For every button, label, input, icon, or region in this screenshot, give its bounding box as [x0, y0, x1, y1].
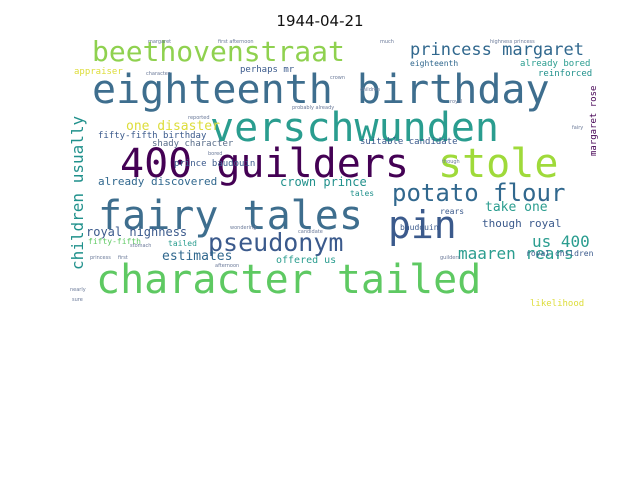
- word: beethovenstraat: [92, 36, 345, 68]
- word: one disaster: [126, 119, 220, 134]
- word: bored: [208, 151, 223, 157]
- word: margaret rose: [589, 85, 599, 156]
- word: though: [442, 159, 460, 165]
- word: first: [118, 255, 128, 261]
- word: prince baudouin: [174, 159, 256, 169]
- word: wondering: [230, 225, 257, 231]
- word-cloud: beethovenstraat eighteenth birthday vers…: [70, 36, 600, 306]
- word: suitable candidate: [360, 137, 458, 147]
- word: character: [146, 71, 170, 77]
- word: princess: [90, 255, 111, 261]
- word: appraiser: [74, 67, 123, 77]
- word: already discovered: [98, 175, 218, 188]
- word: royal children: [526, 249, 594, 258]
- word: potato flour: [392, 179, 566, 207]
- word: tailed: [168, 239, 197, 248]
- word: fairy: [572, 125, 584, 131]
- word: reinforced: [538, 69, 593, 79]
- word: children: [360, 87, 381, 93]
- word: pseudonym: [208, 228, 344, 257]
- word: though royal: [482, 217, 562, 230]
- word: stole: [438, 141, 559, 187]
- word: princess margaret: [410, 40, 584, 60]
- word: sure: [72, 297, 83, 303]
- word: fifty-fifth: [88, 237, 141, 246]
- word: fifty-fifth birthday: [98, 131, 207, 141]
- word: fairy tales: [98, 193, 363, 239]
- word: first afternoon: [218, 39, 254, 45]
- word: royal highness: [86, 225, 188, 239]
- word: reported: [188, 115, 210, 121]
- word: margaret: [148, 39, 172, 45]
- word: crown prince: [280, 175, 367, 189]
- word: perhaps mr: [240, 65, 295, 75]
- word: verschwunden: [210, 105, 499, 151]
- word: take one: [485, 200, 548, 215]
- word: much: [380, 39, 394, 45]
- word: stomach: [130, 243, 152, 249]
- word: tales: [350, 189, 375, 198]
- word: already bored: [520, 59, 591, 69]
- word: us 400: [532, 232, 590, 251]
- word: 400 guilders: [120, 141, 409, 187]
- word: afternoon: [215, 263, 240, 269]
- word: character tailed: [96, 257, 482, 303]
- chart-title: 1944-04-21: [276, 12, 364, 30]
- word: highness princess: [490, 39, 535, 45]
- word: crown: [330, 75, 346, 81]
- word: likelihood: [530, 299, 585, 307]
- word: eighteenth birthday: [92, 67, 550, 113]
- word: pin: [388, 203, 457, 247]
- word: rears: [440, 207, 465, 216]
- word: eighteenth: [410, 59, 459, 68]
- word: candidate: [298, 229, 323, 235]
- word: maaren rears: [458, 244, 574, 263]
- word: baudouin: [400, 223, 439, 232]
- word: guilders: [440, 255, 461, 261]
- word: royal: [450, 99, 463, 105]
- word: estimates: [162, 249, 233, 264]
- word: probably already: [292, 105, 335, 111]
- word: shady character: [152, 139, 234, 149]
- word: nearly: [70, 287, 86, 293]
- word: offered us: [276, 255, 337, 266]
- word: children usually: [70, 115, 87, 270]
